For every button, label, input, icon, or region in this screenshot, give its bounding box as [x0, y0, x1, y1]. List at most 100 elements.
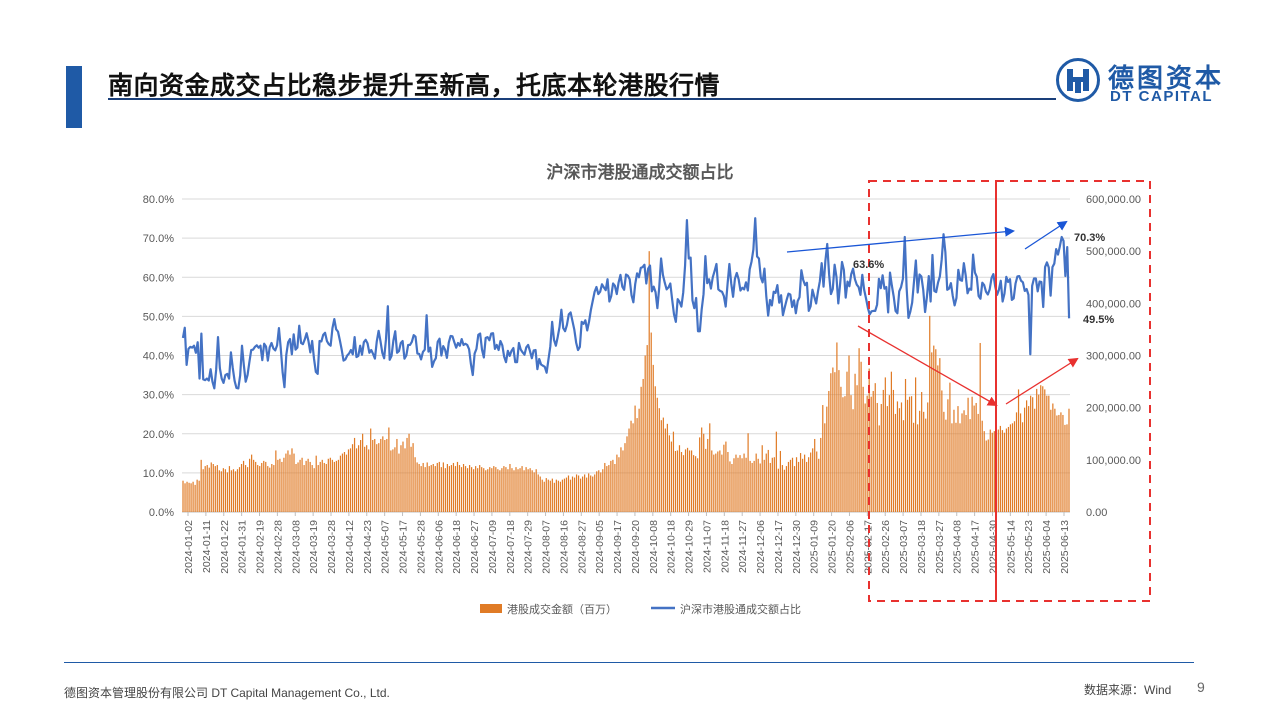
bar: [721, 455, 722, 512]
bar: [303, 465, 304, 512]
bar: [402, 442, 403, 512]
bar: [211, 462, 212, 512]
bar: [891, 372, 892, 512]
bar: [620, 447, 621, 512]
bar: [778, 469, 779, 512]
bar: [392, 449, 393, 512]
bar: [271, 464, 272, 512]
bar: [790, 460, 791, 512]
x-tick-label: 2024-09-20: [630, 520, 642, 574]
x-tick-label: 2024-04-12: [344, 520, 356, 574]
bar: [921, 392, 922, 512]
bar: [624, 443, 625, 512]
bar: [469, 465, 470, 512]
x-tick-label: 2024-02-19: [255, 520, 267, 574]
footer-source: 数据来源：Wind: [1084, 681, 1171, 698]
bar: [239, 467, 240, 512]
bar: [655, 386, 656, 512]
bar: [606, 466, 607, 512]
x-tick-label: 2025-02-26: [880, 520, 892, 574]
bar: [1042, 386, 1043, 512]
bar: [1068, 409, 1069, 512]
bar: [273, 465, 274, 512]
bar: [503, 466, 504, 512]
bar: [493, 466, 494, 512]
bar: [550, 481, 551, 512]
bar: [919, 411, 920, 512]
bar: [645, 356, 646, 513]
bar: [344, 452, 345, 512]
bar: [534, 472, 535, 512]
bar: [608, 465, 609, 512]
x-tick-label: 2024-08-07: [541, 520, 553, 574]
bar: [760, 463, 761, 512]
x-tick-label: 2024-01-22: [219, 520, 231, 574]
bar: [951, 423, 952, 512]
x-tick-label: 2025-04-17: [970, 520, 982, 574]
x-tick-label: 2024-07-18: [505, 520, 517, 574]
left-axis-tick: 0.0%: [149, 507, 174, 519]
left-axis-tick: 40.0%: [143, 351, 174, 363]
bar: [856, 385, 857, 512]
left-axis-tick: 20.0%: [143, 429, 174, 441]
bar: [188, 483, 189, 512]
bar: [840, 387, 841, 512]
bar: [423, 463, 424, 512]
bar: [451, 465, 452, 512]
bar: [752, 463, 753, 512]
bar: [802, 459, 803, 512]
bar: [491, 468, 492, 512]
bar: [544, 482, 545, 512]
bar: [501, 468, 502, 512]
bar: [816, 451, 817, 512]
bar: [647, 345, 648, 512]
bar: [1052, 403, 1053, 512]
bar: [421, 466, 422, 512]
bar: [443, 462, 444, 512]
bar: [455, 466, 456, 512]
bar: [871, 397, 872, 512]
bar: [356, 448, 357, 512]
bar: [322, 460, 323, 512]
bar: [360, 440, 361, 512]
bar: [1034, 409, 1035, 512]
bar: [227, 472, 228, 512]
bar: [927, 402, 928, 512]
bar: [237, 469, 238, 512]
bar: [487, 469, 488, 512]
bar: [818, 459, 819, 512]
bar: [530, 468, 531, 512]
x-tick-label: 2024-04-23: [362, 520, 374, 574]
bar: [374, 439, 375, 512]
bar: [332, 460, 333, 512]
chart-gridlines: [182, 199, 1070, 512]
bar: [600, 472, 601, 512]
bar: [291, 448, 292, 512]
bar: [592, 477, 593, 512]
x-tick-label: 2025-05-14: [1005, 520, 1017, 574]
x-tick-label: 2025-03-18: [916, 520, 928, 574]
bar: [358, 445, 359, 512]
bar: [285, 454, 286, 512]
bar: [594, 474, 595, 512]
bar: [687, 448, 688, 512]
bar: [661, 420, 662, 512]
bar: [717, 451, 718, 512]
left-axis-tick: 30.0%: [143, 390, 174, 402]
x-tick-label: 2025-04-08: [952, 520, 964, 574]
bar: [338, 460, 339, 512]
bar: [249, 459, 250, 512]
bar: [1000, 426, 1001, 512]
bar: [388, 427, 389, 512]
bar: [507, 469, 508, 512]
bar: [657, 398, 658, 512]
bar: [963, 410, 964, 512]
x-tick-label: 2025-06-04: [1041, 520, 1053, 574]
bar: [794, 466, 795, 512]
bar: [192, 482, 193, 512]
bar: [376, 444, 377, 512]
bar: [812, 448, 813, 512]
bar: [400, 445, 401, 512]
bar: [1006, 429, 1007, 512]
bar: [283, 458, 284, 512]
